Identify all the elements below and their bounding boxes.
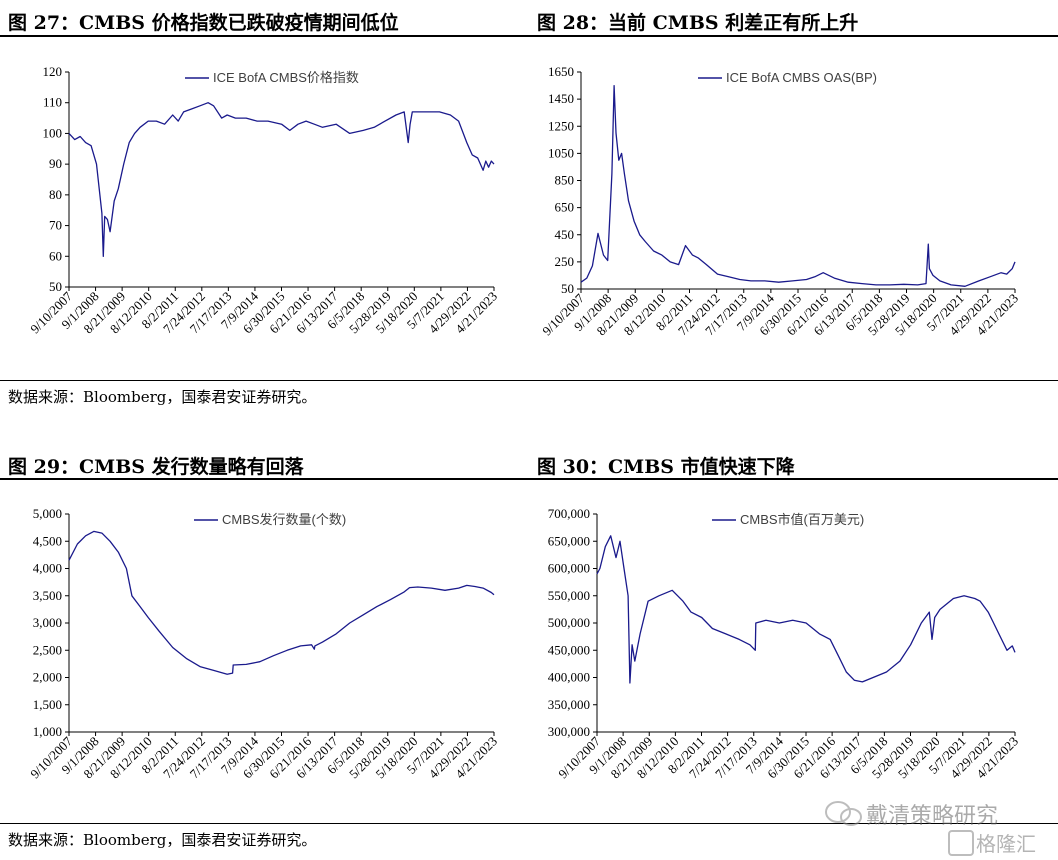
series-line bbox=[68, 530, 495, 675]
chart-title-28: 图 28：当前 CMBS 利差正有所上升 bbox=[537, 12, 859, 34]
y-tick-label: 5,000 bbox=[33, 506, 62, 521]
y-tick-label: 50 bbox=[49, 279, 62, 294]
series-line bbox=[68, 102, 495, 257]
title-divider-bottom bbox=[0, 478, 1058, 480]
chart-title-27: 图 27：CMBS 价格指数已跌破疫情期间低位 bbox=[8, 12, 399, 34]
title-divider-top bbox=[0, 35, 1058, 37]
y-tick-label: 120 bbox=[43, 64, 63, 79]
logo-text: 格隆汇 bbox=[976, 832, 1036, 856]
series-line bbox=[596, 535, 1016, 684]
y-tick-label: 70 bbox=[49, 218, 62, 233]
y-tick-label: 1650 bbox=[548, 64, 574, 79]
y-tick-label: 550,000 bbox=[548, 588, 590, 603]
wechat-icon bbox=[825, 801, 862, 826]
y-tick-label: 350,000 bbox=[548, 697, 590, 712]
y-tick-label: 650,000 bbox=[548, 533, 590, 548]
source-divider-bottom bbox=[0, 823, 1058, 824]
chart-title-30: 图 30：CMBS 市值快速下降 bbox=[537, 456, 795, 478]
y-tick-label: 250 bbox=[555, 254, 575, 269]
y-tick-label: 80 bbox=[49, 187, 62, 202]
y-tick-label: 300,000 bbox=[548, 724, 590, 739]
source-divider-top bbox=[0, 380, 1058, 381]
y-tick-label: 1050 bbox=[548, 145, 574, 160]
y-tick-label: 600,000 bbox=[548, 561, 590, 576]
y-tick-label: 1450 bbox=[548, 91, 574, 106]
y-tick-label: 3,000 bbox=[33, 615, 62, 630]
source-note-bottom: 数据来源：Bloomberg，国泰君安证券研究。 bbox=[8, 831, 317, 849]
watermark-text: 戴清策略研究 bbox=[866, 804, 999, 829]
y-tick-label: 500,000 bbox=[548, 615, 590, 630]
y-tick-label: 1,000 bbox=[33, 724, 62, 739]
y-tick-label: 450,000 bbox=[548, 642, 590, 657]
chart-title-29: 图 29：CMBS 发行数量略有回落 bbox=[8, 456, 304, 478]
y-tick-label: 400,000 bbox=[548, 670, 590, 685]
y-tick-label: 450 bbox=[555, 227, 575, 242]
y-tick-label: 90 bbox=[49, 156, 62, 171]
y-tick-label: 110 bbox=[43, 95, 62, 110]
y-tick-label: 850 bbox=[555, 173, 575, 188]
legend-label: ICE BofA CMBS OAS(BP) bbox=[726, 70, 877, 85]
y-tick-label: 1250 bbox=[548, 118, 574, 133]
watermark: 戴清策略研究 格隆汇 bbox=[824, 798, 1054, 858]
y-tick-label: 4,500 bbox=[33, 533, 62, 548]
y-tick-label: 60 bbox=[49, 248, 62, 263]
y-tick-label: 3,500 bbox=[33, 588, 62, 603]
legend-label: CMBS市值(百万美元) bbox=[740, 512, 864, 527]
y-tick-label: 700,000 bbox=[548, 506, 590, 521]
series-line bbox=[580, 84, 1016, 287]
y-tick-label: 650 bbox=[555, 200, 575, 215]
y-tick-label: 4,000 bbox=[33, 561, 62, 576]
legend-label: CMBS发行数量(个数) bbox=[222, 512, 346, 527]
y-tick-label: 2,500 bbox=[33, 642, 62, 657]
logo-icon bbox=[948, 830, 974, 856]
y-tick-label: 50 bbox=[561, 281, 574, 296]
legend-label: ICE BofA CMBS价格指数 bbox=[213, 70, 359, 85]
y-tick-label: 2,000 bbox=[33, 670, 62, 685]
y-tick-label: 1,500 bbox=[33, 697, 62, 712]
y-tick-label: 100 bbox=[43, 125, 63, 140]
source-note-top: 数据来源：Bloomberg，国泰君安证券研究。 bbox=[8, 388, 317, 406]
